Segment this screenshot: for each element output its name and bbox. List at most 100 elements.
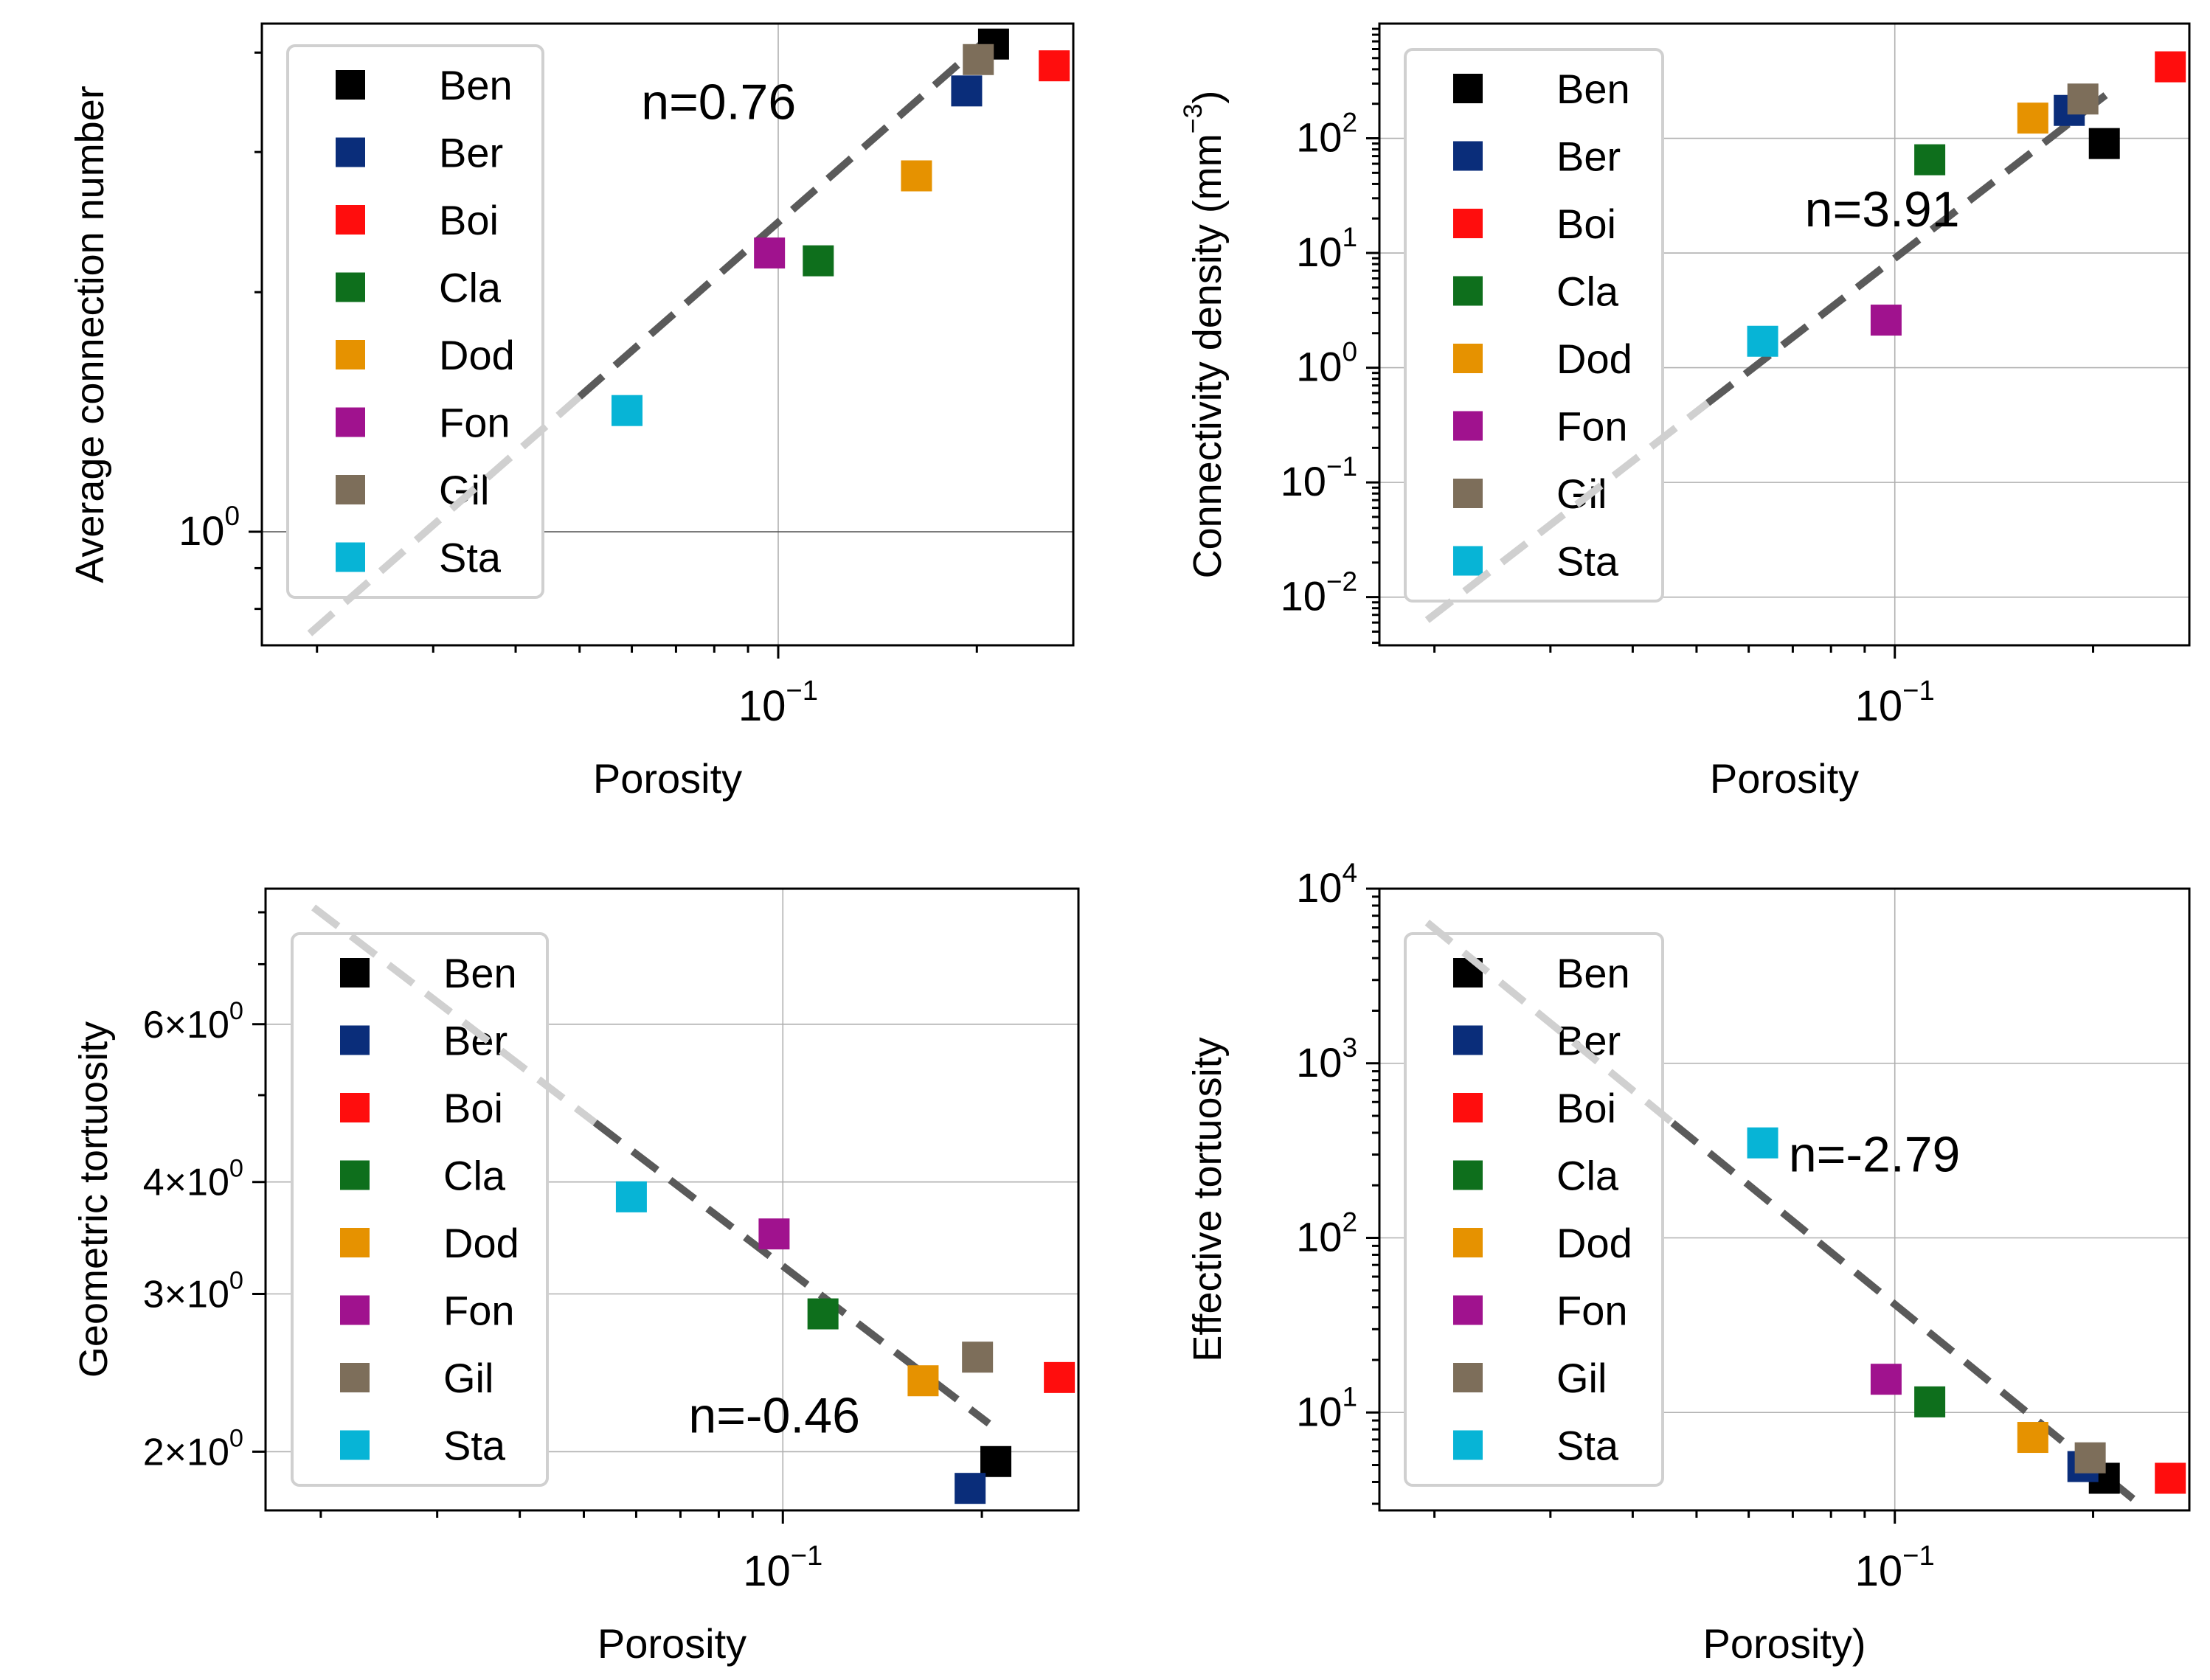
legend-label-gil-text: Gil (1556, 471, 1607, 517)
legend-label-ben-text: Ben (439, 62, 513, 108)
legend-marker-fon (340, 1295, 370, 1325)
y-tick-label-text: 10 (1296, 344, 1342, 390)
y-tick-label: 10−1 (1281, 451, 1357, 504)
y-tick-label-text: 2×10 (143, 1431, 229, 1474)
legend-marker-ben (340, 958, 370, 987)
legend: Ben Ber Boi Cla Dod Fon Gil Sta (286, 44, 544, 599)
legend-label-cla-text: Cla (1556, 268, 1619, 315)
legend-marker-cla (1453, 276, 1483, 306)
legend-label-cla: Cla (1556, 268, 1619, 315)
point-gil (2074, 1442, 2106, 1474)
legend-label-fon-text: Fon (1556, 1288, 1628, 1334)
y-tick-label: 3×100 (143, 1267, 243, 1316)
legend-marker-gil (340, 1363, 370, 1392)
legend-marker-gil (336, 475, 365, 504)
y-tick-label-exponent: −2 (1326, 566, 1357, 597)
x-tick-label-exponent: −1 (786, 675, 818, 707)
legend-label-ber: Ber (443, 1018, 508, 1064)
legend-label-dod-text: Dod (443, 1220, 519, 1266)
legend-marker-fon (1453, 411, 1483, 441)
legend-marker-cla (340, 1160, 370, 1190)
legend-label-gil-text: Gil (443, 1355, 493, 1401)
legend-label-dod-text: Dod (1556, 336, 1632, 382)
point-dod (907, 1365, 939, 1397)
point-ber (955, 1473, 986, 1504)
legend-label-sta: Sta (439, 535, 502, 581)
panel-geometric-tortuosity: 2×1003×1004×1006×10010−1PorosityGeometri… (72, 887, 1080, 1667)
y-tick-label-exponent: 1 (1342, 222, 1357, 252)
x-tick-label: 10−1 (738, 675, 818, 730)
fit-exponent-annotation: n=-2.79 (1789, 1126, 1961, 1182)
axes-frame (260, 22, 1075, 647)
point-dod (901, 160, 932, 192)
y-axis-label: Average connection number (68, 86, 112, 583)
legend-marker-fon (1453, 1295, 1483, 1325)
point-gil (962, 1341, 994, 1373)
legend-marker-ben (336, 70, 365, 100)
legend-label-cla-text: Cla (439, 265, 502, 311)
panel-connectivity-density: 10−210−110010110210−1PorosityConnectivit… (1178, 22, 2191, 802)
y-tick-label-exponent: 0 (1342, 337, 1357, 367)
x-tick-label-text: 10 (738, 682, 786, 730)
y-axis-label: Geometric tortuosity (72, 1021, 116, 1378)
legend-marker-ber (1453, 141, 1483, 171)
legend-marker-sta (336, 542, 365, 572)
point-gil (963, 44, 994, 75)
legend-label-boi-text: Boi (1556, 201, 1616, 247)
fit-exponent-annotation: n=0.76 (641, 74, 796, 130)
fit-exponent-annotation-text: n=3.91 (1805, 181, 1960, 237)
legend-label-fon-text: Fon (443, 1288, 515, 1334)
y-tick-label-exponent: 3 (1342, 1032, 1357, 1063)
x-axis-label-text: Porosity (1710, 755, 1859, 802)
legend-label-ber: Ber (439, 130, 503, 176)
legend-label-gil-text: Gil (439, 467, 489, 513)
legend-label-dod: Dod (443, 1220, 519, 1266)
y-tick-label-text: 10 (1296, 229, 1342, 275)
point-sta (615, 1181, 647, 1212)
y-tick-label-text: 10 (1296, 1039, 1342, 1086)
legend-marker-boi (1453, 209, 1483, 238)
fit-line (592, 1120, 991, 1427)
fit-exponent-annotation: n=3.91 (1805, 181, 1960, 237)
legend-frame (291, 932, 549, 1487)
legend-label-dod: Dod (1556, 336, 1632, 382)
y-tick-label-text: 10 (1296, 114, 1342, 161)
legend-frame (1404, 48, 1664, 603)
legend-label-sta-text: Sta (439, 535, 502, 581)
legend: Ben Ber Boi Cla Dod Fon Gil Sta (1404, 48, 1664, 603)
legend-marker-ber (1453, 1025, 1483, 1055)
point-fon (758, 1218, 790, 1250)
legend-label-sta-text: Sta (1556, 538, 1619, 585)
legend-marker-dod (1453, 1228, 1483, 1257)
y-tick-label-exponent: 4 (1342, 858, 1357, 888)
y-tick-label: 2×100 (143, 1424, 243, 1474)
legend-label-dod-text: Dod (1556, 1220, 1632, 1266)
y-tick-label-exponent: 0 (229, 1424, 243, 1452)
y-tick-label-exponent: 2 (1342, 1207, 1357, 1238)
x-tick-label-text: 10 (1855, 682, 1903, 730)
y-tick-label: 101 (1296, 222, 1357, 275)
point-ben (2088, 128, 2120, 159)
point-fon (1870, 305, 1902, 336)
y-tick-label: 102 (1296, 1207, 1357, 1260)
legend-label-sta-text: Sta (1556, 1423, 1619, 1469)
legend-marker-cla (1453, 1160, 1483, 1190)
y-axis-label-text: Average connection number (68, 86, 112, 583)
fit-line (1705, 86, 2116, 406)
point-cla (803, 245, 834, 277)
legend-marker-fon (336, 407, 365, 437)
y-tick-label-text: 10 (1281, 573, 1326, 619)
legend-label-dod-text: Dod (439, 332, 515, 378)
y-axis-label: Connectivity density (mm−3) (1178, 91, 1230, 579)
legend-label-gil-text: Gil (1556, 1355, 1607, 1401)
fit-exponent-annotation-text: n=-2.79 (1789, 1126, 1961, 1182)
y-tick-label-text: 10 (1296, 1388, 1342, 1434)
legend-marker-sta (340, 1430, 370, 1460)
point-sta (612, 395, 643, 426)
legend-marker-dod (340, 1228, 370, 1257)
legend-label-boi-text: Boi (1556, 1085, 1616, 1131)
y-axis-label-text: Connectivity density (mm (1185, 133, 1230, 578)
x-axis-label: Porosity) (1703, 1620, 1866, 1667)
